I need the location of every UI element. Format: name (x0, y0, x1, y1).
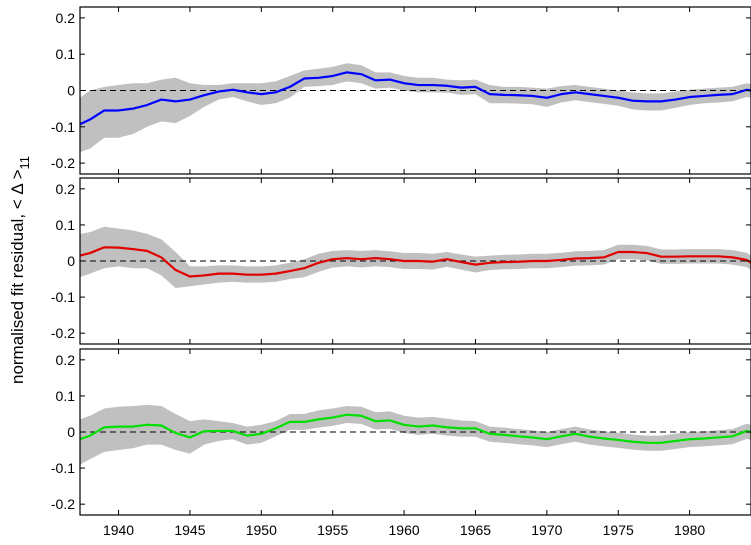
y-tick-label: 0.2 (56, 10, 76, 26)
series-line-3 (79, 413, 751, 444)
y-tick-label: 0.1 (56, 388, 76, 404)
y-tick-label: -0.2 (51, 155, 75, 171)
y-tick-label: 0.2 (56, 181, 76, 197)
y-tick-label: -0.1 (51, 119, 75, 135)
x-tick-label: 1950 (246, 522, 277, 538)
y-axis-label: normalised fit residual, < Δ >11 (8, 156, 32, 384)
y-tick-label: 0.1 (56, 217, 76, 233)
y-tick-label: -0.1 (51, 460, 75, 476)
y-tick-label: -0.1 (51, 289, 75, 305)
x-tick-label: 1965 (460, 522, 491, 538)
y-tick-label: 0 (67, 424, 75, 440)
x-tick-label: 1980 (674, 522, 705, 538)
x-tick-label: 1960 (389, 522, 420, 538)
y-tick-label: 0 (67, 253, 75, 269)
y-tick-label: 0 (67, 83, 75, 99)
x-tick-label: 1955 (317, 522, 348, 538)
y-tick-label: -0.2 (51, 325, 75, 341)
x-tick-label: 1970 (531, 522, 562, 538)
y-tick-label: 0.1 (56, 46, 76, 62)
series-line-1 (79, 71, 751, 126)
x-tick-label: 1940 (103, 522, 134, 538)
series-line-2 (79, 246, 751, 278)
confidence-band-3 (80, 404, 751, 465)
confidence-band-2 (80, 226, 751, 289)
x-tick-label: 1945 (174, 522, 205, 538)
x-tick-label: 1975 (603, 522, 634, 538)
y-tick-label: -0.2 (51, 496, 75, 512)
y-tick-label: 0.2 (56, 352, 76, 368)
confidence-band-1 (80, 63, 751, 153)
